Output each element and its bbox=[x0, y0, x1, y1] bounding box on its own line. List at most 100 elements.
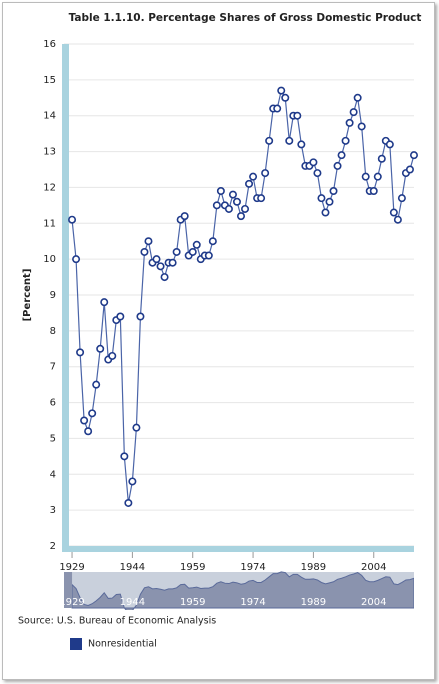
y-tick-label: 7 bbox=[50, 362, 56, 373]
data-point bbox=[72, 255, 81, 264]
x-tick-label: 1929 bbox=[59, 562, 84, 573]
data-point bbox=[397, 194, 406, 203]
y-tick-label: 13 bbox=[43, 147, 56, 158]
data-point bbox=[273, 104, 282, 113]
data-point bbox=[192, 240, 201, 249]
y-tick-label: 10 bbox=[43, 254, 56, 265]
data-point bbox=[180, 212, 189, 221]
data-point bbox=[325, 197, 334, 206]
data-point bbox=[369, 187, 378, 196]
y-tick-label: 11 bbox=[43, 218, 56, 229]
data-point bbox=[232, 197, 241, 206]
x-axis-band bbox=[62, 546, 414, 552]
x-tick-label: 2004 bbox=[361, 562, 386, 573]
data-point bbox=[313, 169, 322, 178]
data-point bbox=[84, 427, 93, 436]
data-point bbox=[245, 179, 254, 188]
source: Source: U.S. Bureau of Economic Analysis bbox=[18, 616, 216, 627]
y-tick-label: 4 bbox=[50, 469, 56, 480]
plot bbox=[68, 86, 418, 507]
navigator-tick-label: 1974 bbox=[240, 597, 265, 608]
data-point bbox=[321, 208, 330, 217]
data-point bbox=[265, 136, 274, 145]
data-point bbox=[156, 262, 165, 271]
data-point bbox=[257, 194, 266, 203]
data-point bbox=[128, 477, 137, 486]
data-point bbox=[389, 208, 398, 217]
y-axis-band bbox=[62, 44, 69, 552]
navigator-tick-label: 1989 bbox=[301, 597, 326, 608]
x-tick-label: 1989 bbox=[301, 562, 326, 573]
data-point bbox=[237, 212, 246, 221]
data-point bbox=[92, 380, 101, 389]
data-point bbox=[241, 204, 250, 213]
data-point bbox=[405, 165, 414, 174]
y-tick-label: 2 bbox=[50, 541, 56, 552]
data-point bbox=[124, 498, 133, 507]
data-point bbox=[76, 348, 85, 357]
data-point bbox=[341, 136, 350, 145]
y-tick-label: 14 bbox=[43, 111, 56, 122]
series-line bbox=[71, 88, 415, 504]
data-point bbox=[152, 255, 161, 264]
data-point bbox=[140, 247, 149, 256]
frame bbox=[2, 2, 435, 680]
data-point bbox=[345, 118, 354, 127]
data-point bbox=[297, 140, 306, 149]
data-point bbox=[168, 258, 177, 267]
data-point bbox=[353, 93, 362, 102]
data-point bbox=[293, 111, 302, 120]
navigator-tick-label: 1959 bbox=[180, 597, 205, 608]
data-point bbox=[285, 136, 294, 145]
data-point bbox=[96, 344, 105, 353]
data-point bbox=[349, 108, 358, 117]
data-point bbox=[385, 140, 394, 149]
data-point bbox=[144, 237, 153, 246]
data-point bbox=[377, 154, 386, 163]
y-tick-label: 16 bbox=[43, 39, 56, 50]
data-point bbox=[116, 312, 125, 321]
data-point bbox=[136, 312, 145, 321]
data-point bbox=[132, 423, 141, 432]
y-axis-label: [Percent] bbox=[22, 269, 33, 322]
data-point bbox=[249, 172, 258, 181]
data-point bbox=[329, 187, 338, 196]
y-tick-label: 8 bbox=[50, 326, 56, 337]
data-point bbox=[317, 194, 326, 203]
legend-label[interactable]: Nonresidential bbox=[88, 639, 157, 650]
data-point bbox=[68, 215, 77, 224]
grid bbox=[64, 43, 414, 547]
data-point bbox=[80, 416, 89, 425]
y-tick-label: 12 bbox=[43, 182, 56, 193]
x-tick-label: 1944 bbox=[120, 562, 145, 573]
data-point bbox=[373, 172, 382, 181]
navigator: 1929 1944 1959 1974 1989 2004 bbox=[64, 571, 414, 610]
data-point bbox=[393, 215, 402, 224]
navigator-tick-label: 2004 bbox=[361, 597, 386, 608]
data-point bbox=[120, 452, 129, 461]
legend-swatch bbox=[70, 638, 82, 650]
data-point bbox=[228, 190, 237, 199]
y-tick-label: 3 bbox=[50, 505, 56, 516]
data-point bbox=[224, 204, 233, 213]
data-point bbox=[172, 247, 181, 256]
chart-title: Table 1.1.10. Percentage Shares of Gross… bbox=[69, 12, 422, 24]
data-point bbox=[309, 158, 318, 167]
data-point bbox=[361, 172, 370, 181]
x-tick-label: 1959 bbox=[180, 562, 205, 573]
y-tick-label: 15 bbox=[43, 75, 56, 86]
data-point bbox=[100, 298, 109, 307]
navigator-fill-left bbox=[64, 572, 73, 608]
data-point bbox=[188, 247, 197, 256]
y-tick-label: 6 bbox=[50, 398, 56, 409]
y-tick-label: 5 bbox=[50, 433, 56, 444]
data-point bbox=[337, 151, 346, 160]
data-point bbox=[108, 351, 117, 360]
data-point bbox=[212, 201, 221, 210]
y-tick-label: 9 bbox=[50, 290, 56, 301]
navigator-area bbox=[71, 571, 414, 610]
navigator-tick-label: 1944 bbox=[120, 597, 145, 608]
data-point bbox=[88, 409, 97, 418]
data-point bbox=[281, 93, 290, 102]
